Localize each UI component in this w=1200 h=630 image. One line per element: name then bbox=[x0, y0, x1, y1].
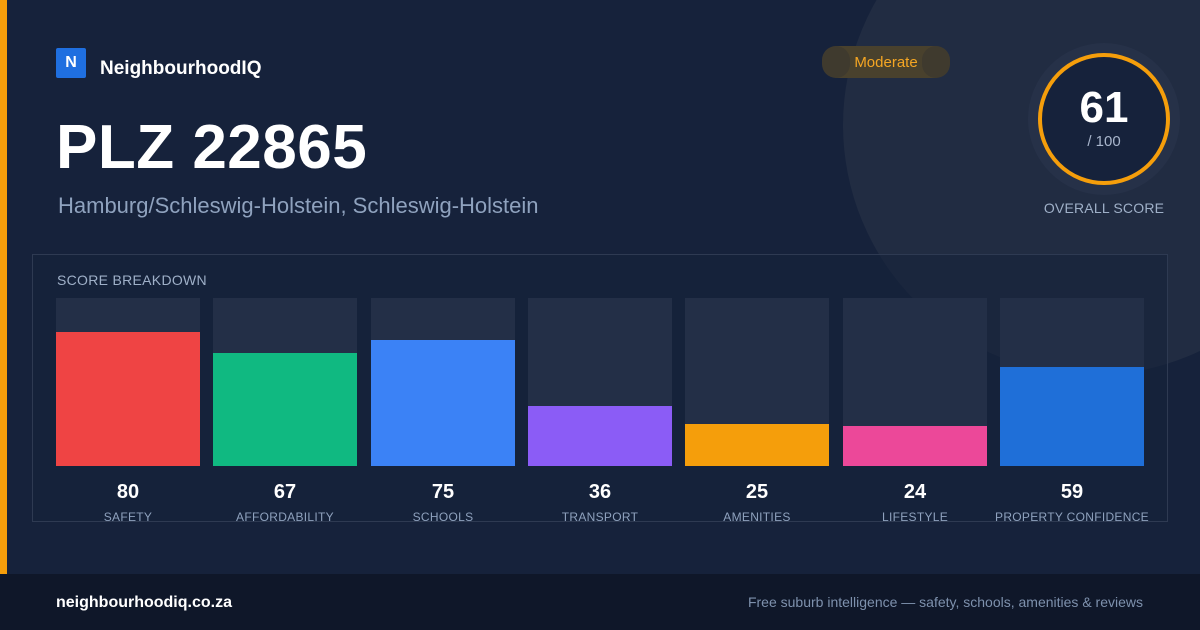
share-card: N NeighbourhoodIQ PLZ 22865 Hamburg/Schl… bbox=[0, 0, 1200, 574]
overall-score-label: OVERALL SCORE bbox=[1043, 200, 1165, 216]
location-subtitle: Hamburg/Schleswig-Holstein, Schleswig-Ho… bbox=[58, 193, 539, 218]
footer-url[interactable]: neighbourhoodiq.co.za bbox=[56, 594, 232, 611]
bar-fill bbox=[213, 353, 357, 466]
bar-track bbox=[843, 298, 987, 466]
bar-value: 80 bbox=[116, 481, 140, 503]
bar-column: 80 SAFETY bbox=[56, 298, 200, 524]
bar-column: 59 PROPERTY CONFIDENCE bbox=[995, 298, 1149, 524]
bar-column: 24 LIFESTYLE bbox=[843, 298, 987, 524]
overall-score-dial: 61 / 100 bbox=[1028, 43, 1180, 195]
bar-track bbox=[213, 298, 357, 466]
bar-column: 75 SCHOOLS bbox=[371, 298, 515, 524]
brand-name: NeighbourhoodIQ bbox=[100, 58, 262, 79]
bar-value: 67 bbox=[273, 481, 297, 503]
bar-value: 24 bbox=[903, 481, 927, 503]
overall-score-value: 61 bbox=[1079, 83, 1129, 132]
bar-label: SCHOOLS bbox=[412, 510, 474, 524]
score-ring bbox=[1038, 53, 1170, 185]
bar-label: PROPERTY CONFIDENCE bbox=[995, 510, 1149, 524]
bar-label: LIFESTYLE bbox=[881, 510, 949, 524]
page-title: PLZ 22865 bbox=[56, 113, 368, 182]
left-accent-bar bbox=[0, 0, 7, 574]
bar-column: 36 TRANSPORT bbox=[528, 298, 672, 524]
brand: N NeighbourhoodIQ bbox=[56, 46, 261, 80]
bar-column: 25 AMENITIES bbox=[685, 298, 829, 524]
overall-score-max: / 100 bbox=[1087, 133, 1121, 150]
bar-track bbox=[1000, 298, 1144, 466]
bar-value: 25 bbox=[745, 481, 769, 503]
bar-track bbox=[528, 298, 672, 466]
bar-fill bbox=[528, 406, 672, 466]
score-breakdown-title: SCORE BREAKDOWN bbox=[57, 272, 207, 288]
bar-track bbox=[371, 298, 515, 466]
bar-fill bbox=[371, 340, 515, 466]
bar-label: SAFETY bbox=[103, 510, 153, 524]
bar-track bbox=[685, 298, 829, 466]
bar-fill bbox=[685, 424, 829, 466]
bar-column: 67 AFFORDABILITY bbox=[213, 298, 357, 524]
bar-label: TRANSPORT bbox=[561, 510, 639, 524]
bar-track bbox=[56, 298, 200, 466]
brand-logo-icon: N bbox=[56, 48, 86, 78]
bar-value: 59 bbox=[1060, 481, 1084, 503]
footer: neighbourhoodiq.co.za Free suburb intell… bbox=[0, 574, 1200, 630]
footer-tagline: Free suburb intelligence — safety, schoo… bbox=[747, 594, 1143, 610]
bar-fill bbox=[1000, 367, 1144, 466]
bar-fill bbox=[56, 332, 200, 466]
bar-label: AMENITIES bbox=[723, 510, 791, 524]
bar-label: AFFORDABILITY bbox=[236, 510, 334, 524]
rating-badge: Moderate bbox=[822, 46, 950, 78]
bar-value: 75 bbox=[431, 481, 455, 503]
bar-value: 36 bbox=[588, 481, 612, 503]
rating-badge-label: Moderate bbox=[854, 53, 918, 71]
bar-fill bbox=[843, 426, 987, 466]
score-breakdown-panel: SCORE BREAKDOWN 80 SAFETY 67 AFFORDABILITY 7… bbox=[32, 254, 1168, 524]
